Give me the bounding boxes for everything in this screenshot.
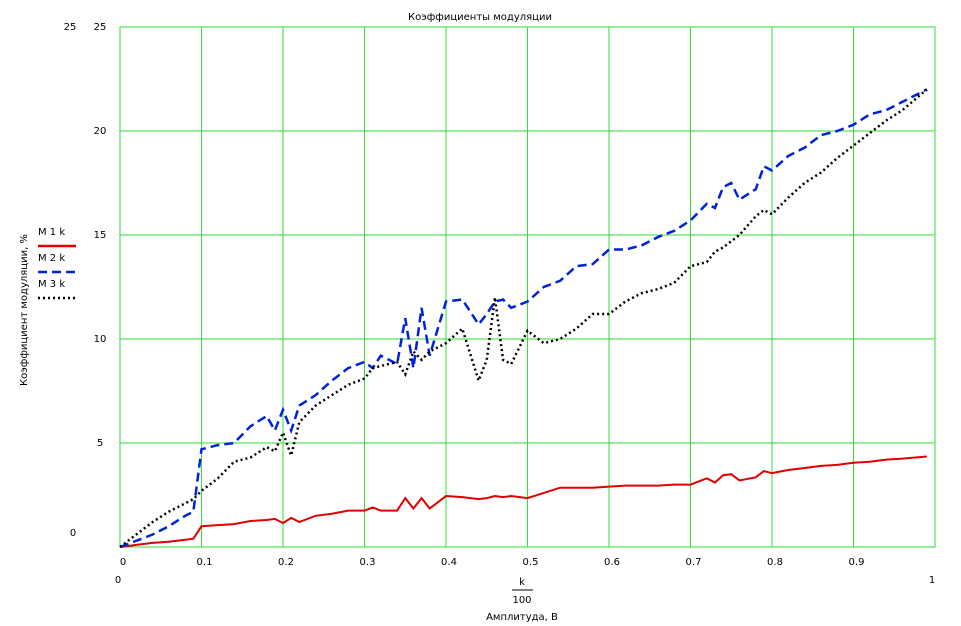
y-tick-label: 10 (94, 334, 107, 345)
plot-frame (119, 26, 936, 548)
y-axis-label: Коэффициент модуляции, % (19, 234, 30, 386)
y-limit-label: 25 (64, 22, 77, 33)
x-tick-label: 0 (120, 557, 126, 568)
x-axis-label: Амплитуда, В (486, 612, 558, 623)
series-line (119, 455, 927, 548)
x-tick-label: 0.8 (767, 557, 783, 568)
x-expr-denominator: 100 (512, 595, 531, 606)
x-tick-label: 0.4 (441, 557, 457, 568)
series-line (119, 88, 928, 548)
x-expr-numerator: k (519, 577, 525, 588)
x-tick-label: 0.9 (849, 557, 865, 568)
x-tick-label: 0.5 (523, 557, 539, 568)
legend-label: M 1 k (38, 227, 65, 238)
y-tick-label: 25 (94, 22, 107, 33)
legend-label: M 3 k (38, 279, 65, 290)
x-tick-label: 0.7 (686, 557, 702, 568)
y-tick-label: 5 (97, 438, 103, 449)
chart-title: Коэффициенты модуляции (408, 12, 552, 23)
y-limit-label: 0 (70, 528, 76, 539)
y-tick-label: 15 (94, 230, 107, 241)
x-limit-label: 0 (115, 575, 121, 586)
x-tick-label: 0.2 (278, 557, 294, 568)
x-tick-label: 0.3 (360, 557, 376, 568)
y-tick-label: 20 (94, 126, 107, 137)
series-line (119, 88, 928, 549)
x-tick-label: 0.6 (604, 557, 620, 568)
legend-label: M 2 k (38, 253, 65, 264)
x-tick-label: 0.1 (197, 557, 213, 568)
x-limit-label: 1 (929, 575, 935, 586)
